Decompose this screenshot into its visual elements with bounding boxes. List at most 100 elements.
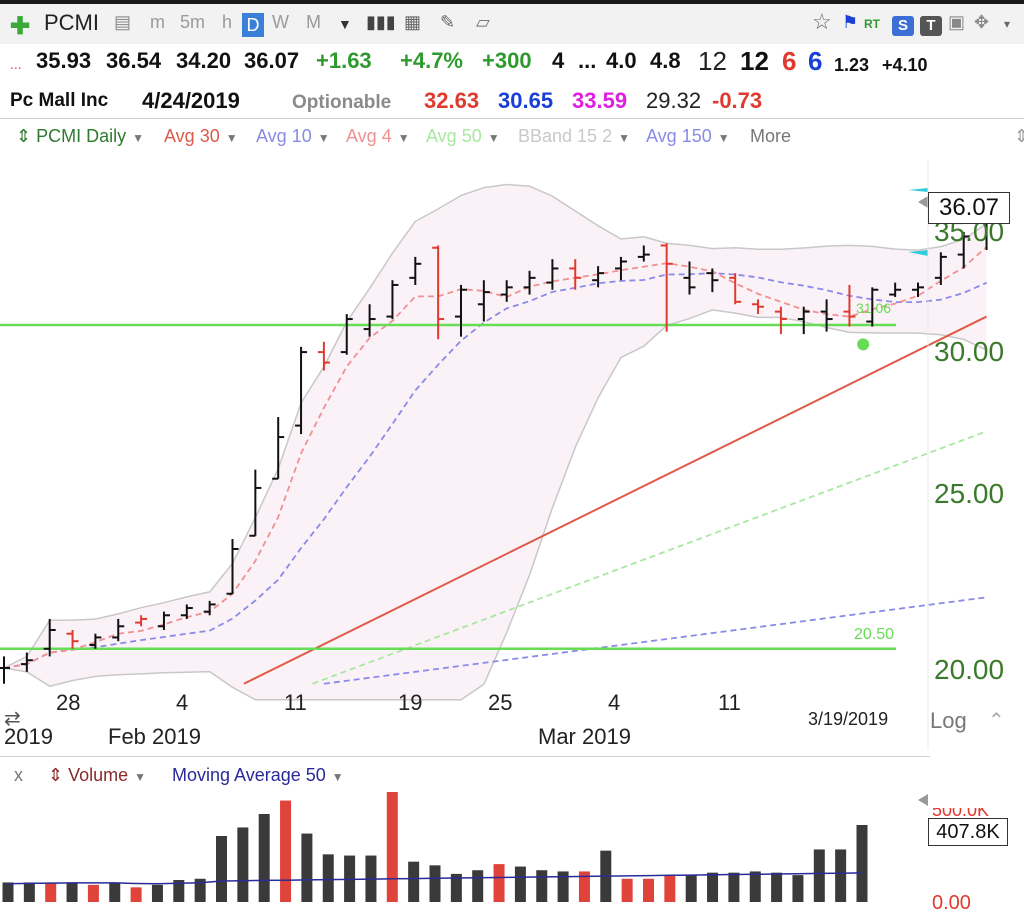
chevron-down-icon: ▼ [487, 131, 500, 145]
chevron-down-icon: ▼ [132, 131, 144, 145]
legend-bband-label: BBand 15 2 [518, 126, 613, 146]
legend-avg10[interactable]: Avg 10 ▼ [256, 126, 330, 147]
legend-avg50[interactable]: Avg 50 ▼ [426, 126, 500, 147]
quote-v3: 33.59 [572, 88, 628, 113]
volume-top-tick: 500.0K [932, 800, 990, 820]
t-badge[interactable]: T [920, 16, 942, 36]
ohlc-bar [249, 469, 262, 537]
ohlc-bar [683, 261, 696, 295]
pane-resize-icon[interactable]: ⇕ [1014, 126, 1024, 146]
close-volume-panel-button[interactable]: x [14, 765, 23, 785]
bar-chart-icon[interactable]: ▤ [114, 12, 132, 32]
volume-bar [87, 884, 99, 902]
volume-bar [258, 814, 270, 902]
legend-bband[interactable]: BBand 15 2 ▼ [518, 126, 630, 147]
ohlc-bar [43, 618, 56, 657]
sync-icon[interactable]: ⇄ [4, 708, 21, 730]
bars-icon[interactable]: ▮▮▮ [366, 12, 396, 32]
optionable-label: Optionable [292, 92, 392, 113]
ohlc-bar [66, 629, 79, 649]
tf-weekly[interactable]: W [272, 12, 289, 32]
volume-bar [685, 875, 697, 902]
menu-icon[interactable]: ▾ [1004, 17, 1011, 31]
save-icon[interactable]: ▣ [948, 12, 966, 32]
chevron-down-icon: ▼ [717, 131, 730, 145]
pencil-icon[interactable]: ✎ [440, 12, 456, 32]
tf-hour[interactable]: h [222, 12, 233, 32]
volume-legend[interactable]: ⇕ Volume ▼ [48, 765, 147, 785]
quote-change-pct: +4.7% [400, 48, 463, 73]
ohlc-bar [889, 282, 902, 297]
volume-bar [173, 880, 185, 902]
x-month-mar: Mar 2019 [538, 724, 631, 749]
volume-bar [578, 871, 590, 902]
tf-5min[interactable]: 5m [180, 12, 206, 32]
volume-bar [728, 872, 740, 902]
ohlc-bar [89, 633, 102, 649]
axis-menu-icon[interactable]: ⌃ [988, 710, 1005, 732]
ohlc-bar [820, 299, 833, 332]
rt-badge[interactable]: RT [864, 17, 880, 31]
volume-ma-legend[interactable]: Moving Average 50 ▼ [172, 765, 344, 786]
ohlc-bar [729, 273, 742, 305]
panel-divider[interactable] [0, 756, 930, 757]
volume-bar [301, 833, 313, 902]
legend-avg30[interactable]: Avg 30 ▼ [164, 126, 238, 147]
quote-high: 36.54 [106, 48, 162, 73]
notes-icon[interactable]: ▱ [476, 12, 490, 32]
chevron-down-icon: ▼ [397, 131, 410, 145]
tf-minute[interactable]: m [150, 12, 165, 32]
quote-v4: 29.32 [646, 88, 702, 113]
ohlc-bar [386, 280, 399, 320]
star-icon[interactable]: ☆ [812, 9, 832, 34]
legend-avg4[interactable]: Avg 4 ▼ [346, 126, 410, 147]
ohlc-bar [135, 615, 148, 627]
dropdown-icon[interactable]: ▼ [338, 16, 352, 32]
quote-f1: 4 [552, 48, 565, 73]
log-scale-toggle[interactable]: Log [930, 708, 967, 733]
quote-dots: ... [10, 56, 22, 72]
x-label-19: 19 [398, 690, 423, 715]
ohlc-bar [934, 252, 947, 285]
legend-symbol[interactable]: ⇕ PCMI Daily ▼ [16, 126, 144, 146]
ohlc-bar [203, 600, 216, 616]
s-badge[interactable]: S [892, 16, 914, 36]
ohlc-bar [706, 268, 719, 293]
price-marker-top [908, 188, 928, 192]
quote-f4: 4.8 [650, 48, 681, 73]
volume-bar [514, 866, 526, 902]
volume-label: Volume [68, 765, 129, 785]
add-symbol-icon[interactable]: ✚ [10, 13, 31, 40]
ohlc-bar [409, 256, 422, 285]
more-button[interactable]: More [750, 126, 792, 146]
ohlc-bar [180, 604, 193, 619]
flag-icon[interactable]: ⚑ [842, 12, 859, 32]
move-icon[interactable]: ✥ [974, 12, 990, 32]
last-price-arrow [918, 196, 928, 208]
legend-avg150-label: Avg 150 [646, 126, 712, 146]
legend-avg10-label: Avg 10 [256, 126, 312, 146]
volume-bar [493, 864, 505, 902]
quote-volume-change: +300 [482, 48, 532, 73]
grid-icon[interactable]: ▦ [404, 12, 422, 32]
legend-avg4-label: Avg 4 [346, 126, 392, 146]
volume-bar [621, 878, 633, 902]
bband-fill [4, 184, 987, 700]
volume-bar [771, 872, 783, 902]
volume-bar [66, 882, 78, 902]
volume-bar [45, 882, 57, 902]
volume-bar [813, 849, 825, 902]
ohlc-bar [226, 539, 239, 595]
volume-bar [280, 800, 292, 902]
tf-daily[interactable]: D [242, 13, 264, 37]
volume-bar [386, 792, 398, 902]
tf-monthly[interactable]: M [306, 12, 321, 32]
symbol-field[interactable]: PCMI [44, 10, 99, 35]
volume-bar [408, 861, 420, 902]
volume-bar [450, 873, 462, 902]
x-label-28: 28 [56, 690, 81, 715]
legend-avg150[interactable]: Avg 150 ▼ [646, 126, 730, 147]
chevron-down-icon: ▼ [134, 770, 147, 784]
quote-v1: 32.63 [424, 88, 480, 113]
